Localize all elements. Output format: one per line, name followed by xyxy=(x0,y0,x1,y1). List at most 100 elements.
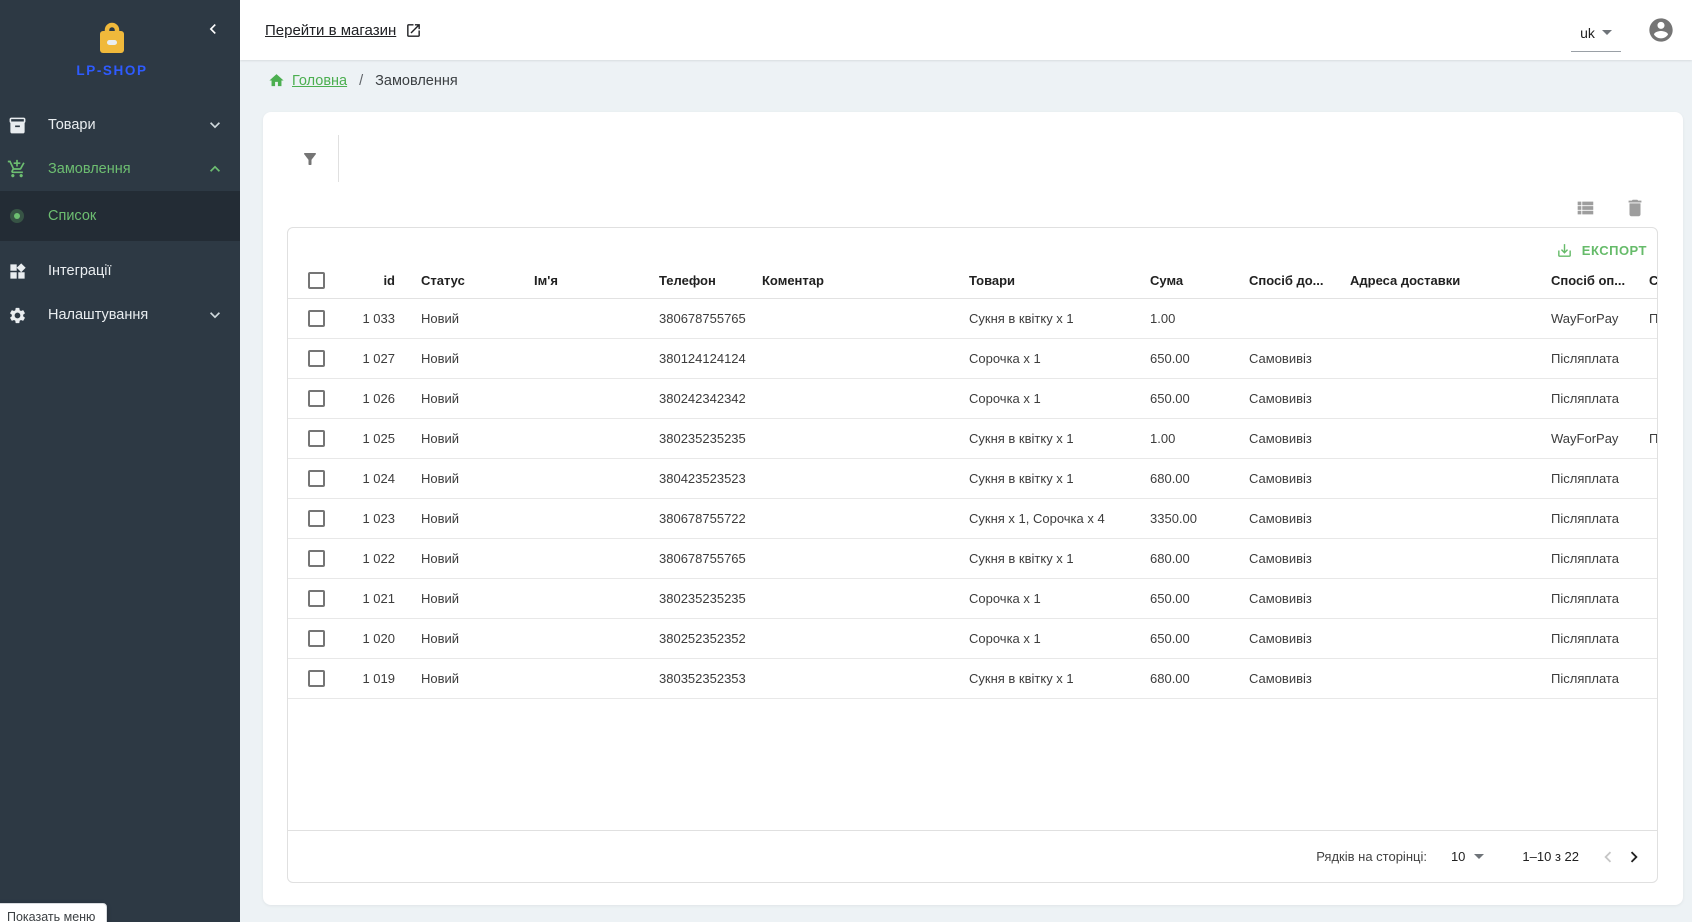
row-checkbox[interactable] xyxy=(308,469,325,487)
cell-delivery: Самовивіз xyxy=(1237,658,1338,699)
sidebar-item-label: Замовлення xyxy=(48,161,131,177)
trash-icon[interactable] xyxy=(1624,197,1646,219)
cell-payment: Післяплата xyxy=(1539,458,1637,499)
table-row[interactable]: 1 024 Новий 380423523523 Сукня в квітку x 1… xyxy=(288,458,1657,499)
next-page-button[interactable] xyxy=(1621,844,1647,870)
previous-page-button[interactable] xyxy=(1595,844,1621,870)
cell-payment: Післяплата xyxy=(1539,378,1637,419)
cell-sum: 680.00 xyxy=(1138,658,1237,699)
column-header-address[interactable]: Адреса доставки xyxy=(1338,263,1539,299)
sidebar-item-label: Налаштування xyxy=(48,307,149,323)
sidebar-item-orders-list[interactable]: Список xyxy=(0,191,240,241)
cell-sum: 1.00 xyxy=(1138,298,1237,339)
row-checkbox-cell xyxy=(288,498,338,539)
rows-per-page-value: 10 xyxy=(1450,849,1466,864)
sidebar-item-label: Інтеграції xyxy=(48,263,112,279)
column-header-sum[interactable]: Сума xyxy=(1138,263,1237,299)
cell-phone: 380124124124 xyxy=(647,338,750,379)
column-header-pay_status[interactable]: Ст xyxy=(1637,263,1657,299)
table-row[interactable]: 1 025 Новий 380235235235 Сукня в квітку x 1… xyxy=(288,418,1657,459)
column-header-phone[interactable]: Телефон xyxy=(647,263,750,299)
avatar[interactable] xyxy=(1647,16,1675,44)
cell-id: 1 019 xyxy=(338,658,409,699)
rows-per-page-select[interactable]: 10 xyxy=(1450,849,1485,864)
export-button[interactable]: ЕКСПОРТ xyxy=(1556,242,1647,259)
chevron-up-icon xyxy=(204,159,226,179)
cell-comment xyxy=(750,618,957,659)
cell-pay_status xyxy=(1637,618,1657,659)
cell-phone: 380678755722 xyxy=(647,498,750,539)
cell-products: Сукня в квітку x 1 xyxy=(957,418,1138,459)
cell-comment xyxy=(750,538,957,579)
table-row[interactable]: 1 021 Новий 380235235235 Сорочка x 1 650.00 С… xyxy=(288,578,1657,619)
cell-sum: 680.00 xyxy=(1138,538,1237,579)
row-checkbox[interactable] xyxy=(308,389,325,407)
store-link[interactable]: Перейти в магазин xyxy=(265,22,422,39)
row-checkbox[interactable] xyxy=(308,669,325,687)
cell-status: Новий xyxy=(409,618,522,659)
cell-delivery: Самовивіз xyxy=(1237,538,1338,579)
row-checkbox[interactable] xyxy=(308,509,325,527)
export-label: ЕКСПОРТ xyxy=(1581,243,1647,258)
table-row[interactable]: 1 022 Новий 380678755765 Сукня в квітку x 1… xyxy=(288,538,1657,579)
cell-address xyxy=(1338,618,1539,659)
table-row[interactable]: 1 027 Новий 380124124124 Сорочка x 1 650.00 С… xyxy=(288,338,1657,379)
breadcrumb-home-link[interactable]: Головна xyxy=(292,72,348,89)
view-list-icon[interactable] xyxy=(1574,197,1596,219)
cell-status: Новий xyxy=(409,338,522,379)
row-checkbox[interactable] xyxy=(308,629,325,647)
cell-sum: 3350.00 xyxy=(1138,498,1237,539)
cell-payment: Післяплата xyxy=(1539,498,1637,539)
cell-status: Новий xyxy=(409,458,522,499)
row-checkbox[interactable] xyxy=(308,349,325,367)
pagination-range: 1–10 з 22 xyxy=(1522,849,1579,864)
row-checkbox[interactable] xyxy=(308,309,325,327)
cell-payment: Післяплата xyxy=(1539,338,1637,379)
sidebar-item-orders[interactable]: Замовлення xyxy=(0,147,240,191)
cell-delivery: Самовивіз xyxy=(1237,338,1338,379)
column-header-comment[interactable]: Коментар xyxy=(750,263,957,299)
cell-id: 1 027 xyxy=(338,338,409,379)
table-row[interactable]: 1 023 Новий 380678755722 Сукня x 1, Сорочка… xyxy=(288,498,1657,539)
cell-name xyxy=(522,458,647,499)
cell-products: Сорочка x 1 xyxy=(957,338,1138,379)
orders-table: id Статус Ім'я Телефон Коментар Товари Сума Спо… xyxy=(288,263,1657,699)
sidebar-item-products[interactable]: Товари xyxy=(0,103,240,147)
cell-name xyxy=(522,538,647,579)
cell-sum: 680.00 xyxy=(1138,458,1237,499)
sidebar-item-settings[interactable]: Налаштування xyxy=(0,293,240,337)
cell-phone: 380252352352 xyxy=(647,618,750,659)
cell-products: Сорочка x 1 xyxy=(957,578,1138,619)
column-header-products[interactable]: Товари xyxy=(957,263,1138,299)
cell-id: 1 033 xyxy=(338,298,409,339)
cell-address xyxy=(1338,498,1539,539)
table-row[interactable]: 1 026 Новий 380242342342 Сорочка x 1 650.00 С… xyxy=(288,378,1657,419)
sidebar-item-integrations[interactable]: Інтеграції xyxy=(0,249,240,293)
sidebar-collapse-button[interactable] xyxy=(200,16,226,42)
row-checkbox[interactable] xyxy=(308,549,325,567)
home-icon[interactable] xyxy=(268,72,285,89)
row-checkbox[interactable] xyxy=(308,589,325,607)
sidebar-item-label: Список xyxy=(48,208,97,224)
table-row[interactable]: 1 020 Новий 380252352352 Сорочка x 1 650.00 С… xyxy=(288,618,1657,659)
column-header-name[interactable]: Ім'я xyxy=(522,263,647,299)
table-row[interactable]: 1 033 Новий 380678755765 Сукня в квітку x 1… xyxy=(288,298,1657,339)
cell-products: Сукня в квітку x 1 xyxy=(957,298,1138,339)
column-header-status[interactable]: Статус xyxy=(409,263,522,299)
column-header-payment[interactable]: Спосіб оп... xyxy=(1539,263,1637,299)
cell-delivery: Самовивіз xyxy=(1237,618,1338,659)
language-select[interactable]: uk xyxy=(1571,17,1621,52)
table-row[interactable]: 1 019 Новий 380352352353 Сукня в квітку x 1… xyxy=(288,658,1657,699)
cell-status: Новий xyxy=(409,378,522,419)
column-header-delivery[interactable]: Спосіб до... xyxy=(1237,263,1338,299)
column-header-id[interactable]: id xyxy=(338,263,409,299)
cell-comment xyxy=(750,658,957,699)
row-checkbox[interactable] xyxy=(308,429,325,447)
sidebar: LP-SHOP Товари Замовлення xyxy=(0,0,240,922)
cell-pay_status xyxy=(1637,458,1657,499)
cell-sum: 1.00 xyxy=(1138,418,1237,459)
filter-icon[interactable] xyxy=(301,150,319,168)
cell-id: 1 024 xyxy=(338,458,409,499)
select-all-checkbox[interactable] xyxy=(308,271,325,289)
chevron-down-icon xyxy=(1601,30,1612,35)
